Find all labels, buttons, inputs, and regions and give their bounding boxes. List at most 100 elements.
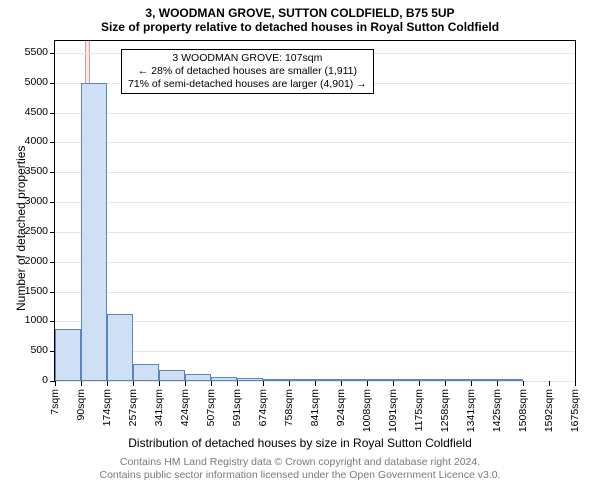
histogram-bar <box>185 374 211 381</box>
x-tick-label: 758sqm <box>283 389 295 426</box>
histogram-bar <box>445 379 471 381</box>
annotation-line-2: ← 28% of detached houses are smaller (1,… <box>128 65 367 78</box>
y-tick-mark <box>50 172 55 173</box>
title-line-1: 3, WOODMAN GROVE, SUTTON COLDFIELD, B75 … <box>0 6 600 20</box>
x-tick-mark <box>367 381 368 386</box>
histogram-bar <box>497 379 523 381</box>
y-tick-mark <box>50 202 55 203</box>
gridline <box>55 292 575 293</box>
histogram-bar <box>159 370 185 381</box>
x-tick-mark <box>133 381 134 386</box>
histogram-bar <box>107 314 133 381</box>
y-tick-label: 1500 <box>8 285 48 297</box>
gridline <box>55 113 575 114</box>
y-tick-label: 1000 <box>8 314 48 326</box>
x-tick-label: 7sqm <box>49 389 61 415</box>
histogram-bar <box>81 83 107 381</box>
x-tick-label: 591sqm <box>231 389 243 426</box>
y-tick-label: 2000 <box>8 255 48 267</box>
x-tick-mark <box>549 381 550 386</box>
x-axis-title: Distribution of detached houses by size … <box>0 436 600 450</box>
histogram-bar <box>367 379 393 381</box>
histogram-bar <box>55 329 81 381</box>
x-tick-label: 341sqm <box>153 389 165 426</box>
x-tick-mark <box>237 381 238 386</box>
annotation-line-3: 71% of semi-detached houses are larger (… <box>128 78 367 91</box>
footer-line-1: Contains HM Land Registry data © Crown c… <box>0 456 600 469</box>
x-tick-mark <box>341 381 342 386</box>
gridline <box>55 262 575 263</box>
x-tick-mark <box>107 381 108 386</box>
x-tick-mark <box>81 381 82 386</box>
histogram-bar <box>211 377 237 381</box>
x-tick-label: 1675sqm <box>569 389 581 432</box>
y-tick-label: 3500 <box>8 165 48 177</box>
x-tick-label: 1508sqm <box>517 389 529 432</box>
x-tick-label: 174sqm <box>101 389 113 426</box>
y-tick-label: 500 <box>8 344 48 356</box>
y-tick-label: 4500 <box>8 106 48 118</box>
x-tick-mark <box>289 381 290 386</box>
y-tick-mark <box>50 83 55 84</box>
y-tick-mark <box>50 142 55 143</box>
annotation-line-1: 3 WOODMAN GROVE: 107sqm <box>128 52 367 65</box>
y-tick-label: 5500 <box>8 46 48 58</box>
y-tick-mark <box>50 262 55 263</box>
gridline <box>55 321 575 322</box>
x-tick-label: 1592sqm <box>543 389 555 432</box>
x-tick-mark <box>445 381 446 386</box>
x-tick-label: 257sqm <box>127 389 139 426</box>
histogram-bar <box>133 364 159 381</box>
x-tick-label: 924sqm <box>335 389 347 426</box>
x-tick-label: 507sqm <box>205 389 217 426</box>
y-tick-label: 4000 <box>8 135 48 147</box>
x-tick-mark <box>575 381 576 386</box>
x-tick-mark <box>211 381 212 386</box>
x-tick-mark <box>263 381 264 386</box>
x-tick-label: 90sqm <box>75 389 87 421</box>
histogram-bar <box>315 379 341 381</box>
histogram-bar <box>237 378 263 381</box>
y-tick-mark <box>50 113 55 114</box>
histogram-bar <box>263 379 289 381</box>
y-tick-label: 0 <box>8 374 48 386</box>
histogram-bar <box>341 379 367 381</box>
x-tick-label: 1341sqm <box>465 389 477 432</box>
x-tick-label: 1425sqm <box>491 389 503 432</box>
x-tick-label: 1175sqm <box>413 389 425 431</box>
gridline <box>55 232 575 233</box>
x-tick-label: 424sqm <box>179 389 191 426</box>
x-tick-mark <box>55 381 56 386</box>
y-tick-mark <box>50 292 55 293</box>
y-tick-mark <box>50 232 55 233</box>
y-tick-label: 5000 <box>8 76 48 88</box>
gridline <box>55 202 575 203</box>
x-tick-mark <box>393 381 394 386</box>
x-tick-label: 674sqm <box>257 389 269 426</box>
plot-region: 7sqm90sqm174sqm257sqm341sqm424sqm507sqm5… <box>54 40 576 382</box>
gridline <box>55 142 575 143</box>
histogram-bar <box>393 379 419 381</box>
x-tick-label: 1091sqm <box>387 389 399 432</box>
annotation-callout: 3 WOODMAN GROVE: 107sqm← 28% of detached… <box>121 49 374 94</box>
histogram-bar <box>471 379 497 381</box>
y-tick-mark <box>50 321 55 322</box>
x-tick-mark <box>419 381 420 386</box>
gridline <box>55 351 575 352</box>
histogram-bar <box>419 379 445 381</box>
histogram-bar <box>289 379 315 381</box>
x-tick-mark <box>315 381 316 386</box>
chart-title-block: 3, WOODMAN GROVE, SUTTON COLDFIELD, B75 … <box>0 0 600 34</box>
x-tick-label: 1258sqm <box>439 389 451 432</box>
x-tick-mark <box>471 381 472 386</box>
y-tick-label: 3000 <box>8 195 48 207</box>
y-tick-label: 2500 <box>8 225 48 237</box>
x-tick-label: 1008sqm <box>361 389 373 432</box>
footer-attribution: Contains HM Land Registry data © Crown c… <box>0 456 600 482</box>
footer-line-2: Contains public sector information licen… <box>0 469 600 482</box>
gridline <box>55 172 575 173</box>
y-tick-mark <box>50 53 55 54</box>
x-tick-mark <box>523 381 524 386</box>
x-tick-mark <box>159 381 160 386</box>
chart-area: 7sqm90sqm174sqm257sqm341sqm424sqm507sqm5… <box>54 40 600 382</box>
